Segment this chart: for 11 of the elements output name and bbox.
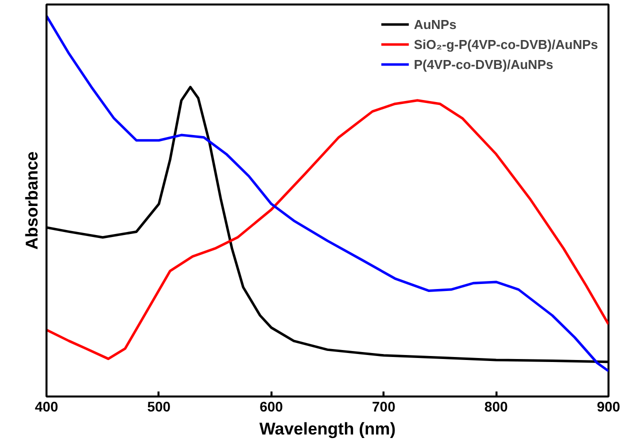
x-tick-label: 500 [147,398,171,414]
x-tick-label: 900 [596,398,620,414]
legend-label: AuNPs [414,16,456,32]
legend-label: SiO₂-g-P(4VP-co-DVB)/AuNPs [414,36,598,52]
y-axis-title: Absorbance [22,151,42,250]
x-tick-label: 400 [34,398,58,414]
x-axis-title: Wavelength (nm) [259,420,396,438]
legend-label: P(4VP-co-DVB)/AuNPs [414,56,554,72]
x-tick-label: 600 [260,398,284,414]
x-tick-label: 800 [484,398,508,414]
x-tick-label: 700 [372,398,396,414]
